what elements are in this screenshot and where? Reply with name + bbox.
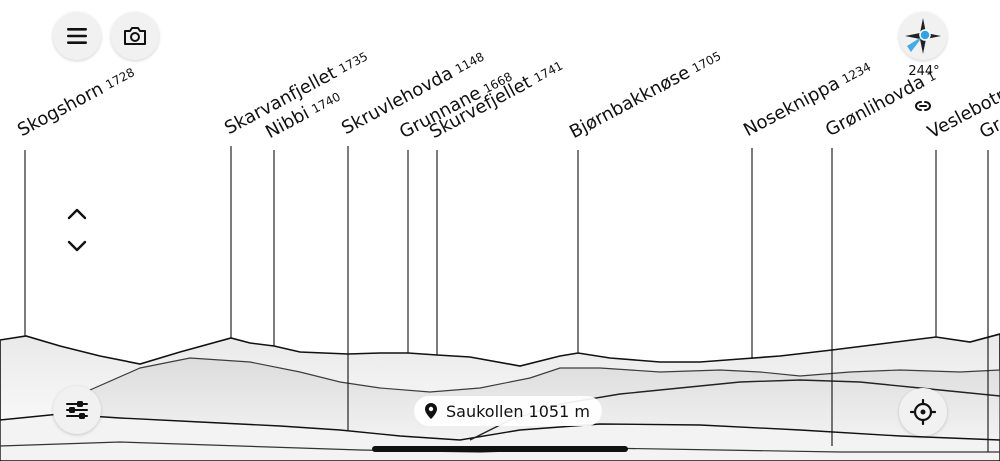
scroll-down-button[interactable] [64,236,90,256]
chevron-down-icon [67,240,87,252]
peak-leader-lines [24,146,989,452]
settings-button[interactable] [53,386,101,434]
chevron-up-icon [67,208,87,220]
hamburger-menu-icon [67,28,87,44]
scroll-up-button[interactable] [64,204,90,224]
compass-heading: 244° [908,64,940,79]
locate-button[interactable] [899,388,947,436]
foreground-slope [0,413,1000,461]
camera-button[interactable] [111,12,159,60]
crosshair-icon [910,399,936,425]
compass-button[interactable] [899,12,947,60]
current-location-label: Saukollen 1051 m [446,401,590,421]
camera-icon [124,27,146,45]
sliders-icon [66,401,88,419]
menu-button[interactable] [53,12,101,60]
location-pin-icon [425,403,437,419]
link-button[interactable] [910,96,936,116]
link-icon [914,101,932,111]
current-location-pill[interactable]: Saukollen 1051 m [414,396,602,426]
home-indicator[interactable] [372,446,628,452]
compass-icon [905,18,941,54]
